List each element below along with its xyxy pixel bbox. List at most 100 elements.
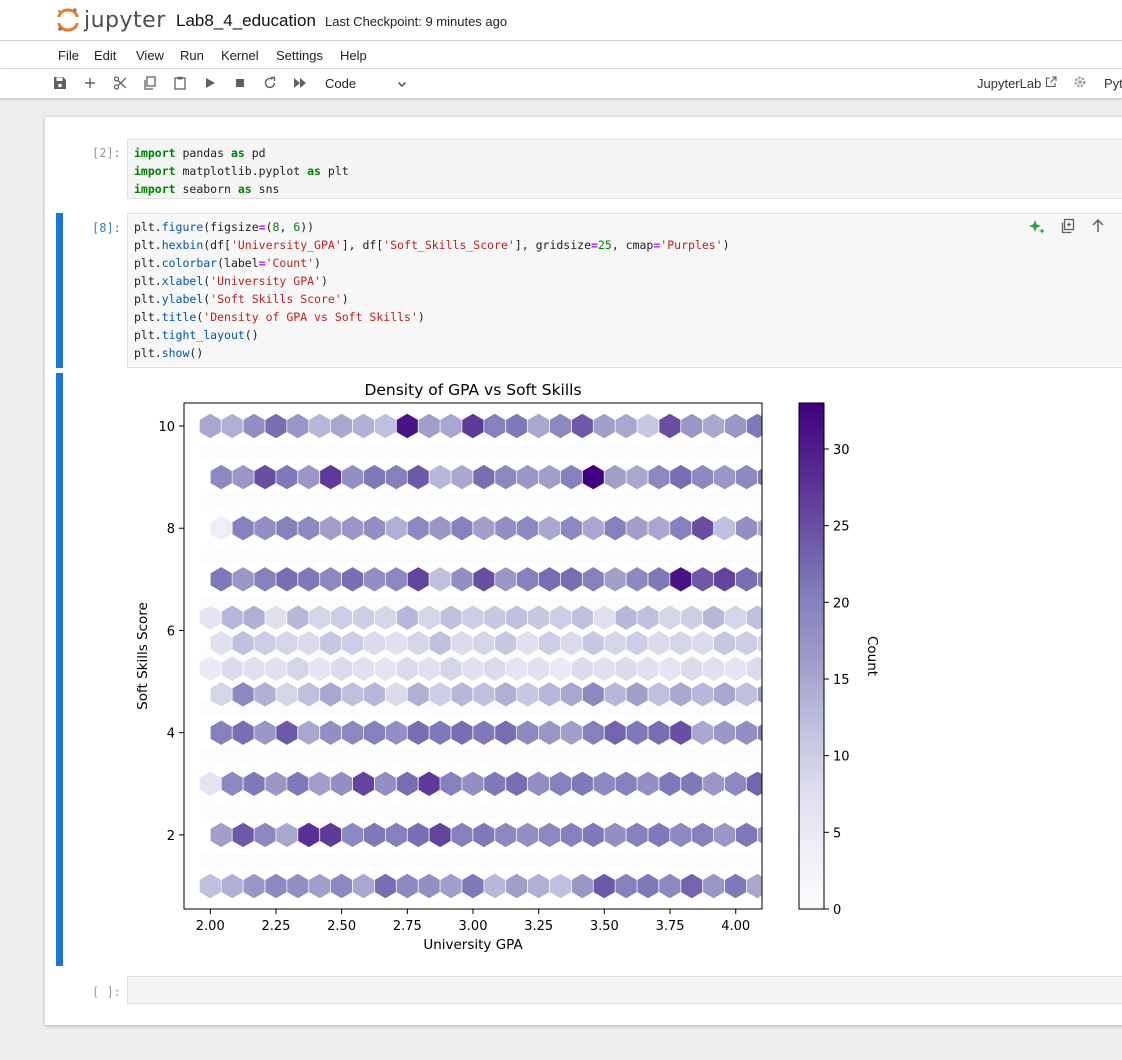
menu-file[interactable]: File xyxy=(58,48,79,63)
hex-bin xyxy=(287,656,309,681)
empty-hex-bin xyxy=(243,439,265,464)
code-line: plt.show() xyxy=(134,346,204,360)
hex-bin xyxy=(429,567,451,592)
empty-hex-bin xyxy=(243,490,265,515)
menu-view[interactable]: View xyxy=(136,48,164,63)
copy-icon[interactable] xyxy=(142,75,158,91)
empty-hex-bin xyxy=(396,797,418,822)
hex-bin xyxy=(331,771,353,796)
hex-bin xyxy=(331,413,353,439)
empty-hex-bin xyxy=(506,848,528,873)
empty-hex-bin xyxy=(549,541,571,566)
hex-bin xyxy=(648,516,670,541)
hex-bin xyxy=(560,516,582,541)
empty-hex-bin xyxy=(199,541,221,566)
hex-bin xyxy=(538,567,561,592)
restart-icon[interactable] xyxy=(262,75,278,91)
empty-hex-bin xyxy=(243,746,265,771)
hex-bin xyxy=(221,873,243,899)
hex-bin xyxy=(265,656,287,681)
cell-type-select[interactable]: Code xyxy=(320,73,411,93)
output-collapser[interactable] xyxy=(56,373,63,966)
hex-bin xyxy=(342,720,364,745)
cut-icon[interactable] xyxy=(112,75,128,91)
hex-bin xyxy=(407,567,429,592)
hex-bin xyxy=(604,720,626,745)
jupyter-logo[interactable]: jupyter xyxy=(56,6,166,34)
hex-bin xyxy=(243,605,265,630)
empty-hex-bin xyxy=(593,797,615,822)
run-icon[interactable] xyxy=(202,75,218,91)
empty-hex-bin xyxy=(265,848,287,873)
hex-bin xyxy=(538,682,561,707)
hex-bin xyxy=(210,720,232,745)
y-tick-label: 2 xyxy=(167,829,175,844)
hex-bin xyxy=(834,874,855,898)
hex-bin xyxy=(659,873,681,899)
hex-bin xyxy=(385,464,407,490)
hex-bin xyxy=(287,873,309,899)
hex-bin xyxy=(407,720,429,745)
kernel-name[interactable]: Pyt xyxy=(1104,76,1122,91)
hex-bin xyxy=(648,631,670,656)
empty-hex-bin xyxy=(703,797,725,822)
empty-hex-bin xyxy=(287,490,309,515)
hex-bin xyxy=(681,656,703,681)
hex-bin xyxy=(429,631,451,656)
menu-edit[interactable]: Edit xyxy=(94,48,117,63)
hex-bin xyxy=(232,720,254,745)
hex-bin xyxy=(495,464,517,490)
hex-bin xyxy=(549,605,571,630)
kernel-status-gear-icon[interactable] xyxy=(1073,75,1087,94)
menu-settings[interactable]: Settings xyxy=(276,48,323,63)
hex-bin xyxy=(385,682,407,707)
code-editor-cell-3[interactable] xyxy=(127,976,1122,1004)
hex-bin xyxy=(210,682,232,707)
colorbar-tick-label: 5 xyxy=(833,826,841,841)
hex-bin xyxy=(276,464,298,490)
hex-bin xyxy=(473,567,495,592)
hex-bin xyxy=(484,873,506,899)
hex-bin xyxy=(538,822,561,848)
code-line: plt.hexbin(df['University_GPA'], df['Sof… xyxy=(134,238,730,252)
hex-bin xyxy=(484,771,506,796)
hex-bin xyxy=(769,414,790,438)
duplicate-cell-icon[interactable] xyxy=(1060,218,1076,241)
code-editor-cell-2[interactable]: plt.figure(figsize=(8, 6)) plt.hexbin(df[… xyxy=(127,213,1122,368)
stop-icon[interactable] xyxy=(232,75,248,91)
empty-hex-bin xyxy=(615,746,637,771)
hex-bin xyxy=(604,822,626,848)
empty-hex-bin xyxy=(374,797,396,822)
empty-hex-bin xyxy=(462,541,484,566)
empty-hex-bin xyxy=(374,848,396,873)
menu-kernel[interactable]: Kernel xyxy=(221,48,259,63)
add-cell-icon[interactable] xyxy=(82,75,98,91)
menu-help[interactable]: Help xyxy=(340,48,367,63)
paste-icon[interactable] xyxy=(172,75,188,91)
hex-bin xyxy=(276,516,298,541)
save-icon[interactable] xyxy=(52,75,68,91)
hex-bin xyxy=(331,605,353,630)
empty-hex-bin xyxy=(506,746,528,771)
hex-bin xyxy=(517,516,539,541)
hex-bin xyxy=(363,720,385,745)
hex-bin xyxy=(582,720,604,745)
open-jupyterlab-link[interactable]: JupyterLab xyxy=(977,76,1057,91)
notebook-title[interactable]: Lab8_4_education xyxy=(176,11,316,30)
hex-bin xyxy=(320,464,342,490)
colorbar-tick-label: 30 xyxy=(833,443,850,458)
hex-bin xyxy=(615,771,637,796)
fast-forward-icon[interactable] xyxy=(292,75,308,91)
empty-hex-bin xyxy=(199,746,221,771)
code-editor-cell-1[interactable]: import pandas as pd import matplotlib.pyp… xyxy=(127,139,1122,199)
empty-hex-bin xyxy=(396,439,418,464)
cell-collapser[interactable] xyxy=(56,213,63,368)
code-line: import matplotlib.pyplot as plt xyxy=(134,164,349,178)
hex-bin xyxy=(342,822,364,848)
empty-hex-bin xyxy=(396,541,418,566)
menu-run[interactable]: Run xyxy=(180,48,204,63)
hex-bin xyxy=(528,605,550,630)
sparkle-icon[interactable] xyxy=(1028,218,1046,241)
colorbar-tick-label: 25 xyxy=(833,520,850,535)
move-up-icon[interactable] xyxy=(1090,218,1106,241)
